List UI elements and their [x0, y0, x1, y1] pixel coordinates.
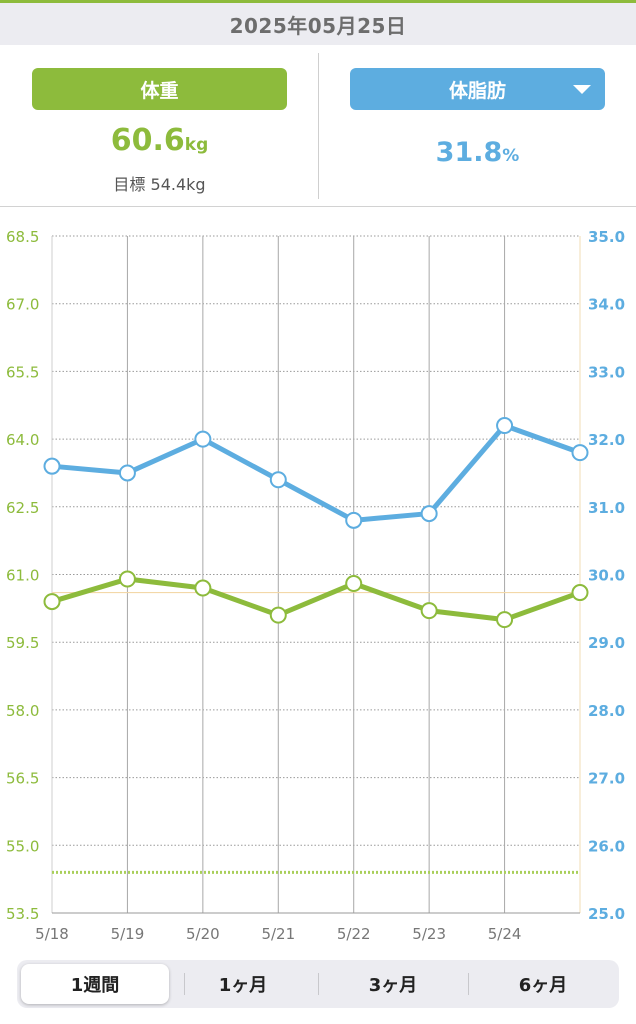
weight-button[interactable]: 体重 — [32, 68, 287, 110]
body-fat-data-point[interactable] — [269, 471, 287, 489]
weight-number: 60.6 — [110, 123, 185, 158]
left-tick-label: 55.0 — [6, 837, 39, 855]
body-fat-data-point[interactable] — [194, 430, 212, 448]
left-tick-label: 58.0 — [6, 702, 39, 720]
stats-divider — [318, 53, 319, 199]
tab-label: 6ヶ月 — [518, 975, 568, 996]
weight-data-point[interactable] — [345, 575, 363, 593]
x-tick-label: 5/20 — [186, 925, 220, 943]
stats-panel: 体重 60.6kg 目標 54.4kg 体脂肪 31.8% — [0, 45, 636, 207]
right-tick-label: 34.0 — [588, 296, 625, 314]
body-fat-series-line — [49, 423, 583, 523]
left-tick-label: 64.0 — [6, 431, 39, 449]
date-header: 2025年05月25日 — [0, 3, 636, 45]
body-fat-data-point[interactable] — [420, 505, 438, 523]
tab-separator — [468, 973, 469, 995]
weight-unit: kg — [184, 135, 209, 155]
body-fat-data-point[interactable] — [345, 511, 363, 529]
x-tick-label: 5/24 — [488, 925, 522, 943]
weight-bodyfat-chart[interactable]: 53.5 55.0 56.5 58.0 59.5 61.0 62.5 64.0 65.5 67.0… — [0, 207, 636, 952]
goal-weight: 目標 54.4kg — [113, 175, 206, 194]
body-fat-value: 31.8% — [350, 137, 605, 168]
right-tick-label: 33.0 — [588, 363, 625, 381]
left-tick-label: 65.5 — [6, 363, 39, 381]
x-tick-label: 5/22 — [337, 925, 371, 943]
weight-button-label: 体重 — [140, 79, 179, 102]
tab-6-month[interactable]: 6ヶ月 — [469, 964, 617, 1004]
tab-1-week[interactable]: 1週間 — [21, 964, 169, 1004]
body-fat-data-point[interactable] — [496, 417, 514, 435]
right-tick-label: 25.0 — [588, 905, 625, 923]
body-fat-unit: % — [502, 146, 520, 166]
tab-3-month[interactable]: 3ヶ月 — [319, 964, 467, 1004]
left-tick-label: 56.5 — [6, 770, 39, 788]
body-fat-data-point[interactable] — [118, 464, 136, 482]
left-tick-label: 53.5 — [6, 905, 39, 923]
left-tick-label: 67.0 — [6, 296, 39, 314]
dropdown-caret-icon — [573, 85, 591, 94]
body-fat-data-point[interactable] — [43, 457, 61, 475]
x-tick-label: 5/18 — [35, 925, 69, 943]
tab-label: 1週間 — [70, 975, 120, 996]
weight-data-point[interactable] — [420, 602, 438, 620]
right-tick-label: 32.0 — [588, 431, 625, 449]
period-tabs: 1週間 1ヶ月 3ヶ月 6ヶ月 — [17, 960, 619, 1008]
weight-data-point[interactable] — [194, 579, 212, 597]
weight-series-line — [49, 576, 583, 623]
tab-separator — [318, 973, 319, 995]
weight-value: 60.6kg — [32, 123, 287, 158]
left-tick-label: 59.5 — [6, 634, 39, 652]
date-label: 2025年05月25日 — [229, 13, 407, 38]
right-tick-label: 30.0 — [588, 567, 625, 585]
x-tick-label: 5/21 — [261, 925, 295, 943]
tab-separator — [184, 973, 185, 995]
right-tick-label: 31.0 — [588, 499, 625, 517]
tab-label: 3ヶ月 — [368, 975, 418, 996]
body-fat-button-label: 体脂肪 — [448, 79, 506, 102]
right-tick-label: 27.0 — [588, 770, 625, 788]
weight-data-point[interactable] — [118, 570, 136, 588]
weight-data-point[interactable] — [269, 606, 287, 624]
weight-data-point[interactable] — [496, 611, 514, 629]
top-accent-bar — [0, 0, 636, 3]
right-tick-label: 28.0 — [588, 702, 625, 720]
right-tick-label: 35.0 — [588, 228, 625, 246]
tab-label: 1ヶ月 — [218, 975, 268, 996]
right-tick-label: 29.0 — [588, 634, 625, 652]
right-tick-label: 26.0 — [588, 837, 625, 855]
x-tick-label: 5/23 — [412, 925, 446, 943]
weight-data-point[interactable] — [43, 593, 61, 611]
left-tick-label: 68.5 — [6, 228, 39, 246]
body-fat-data-point[interactable] — [571, 444, 589, 462]
tab-1-month[interactable]: 1ヶ月 — [169, 964, 317, 1004]
left-tick-label: 62.5 — [6, 499, 39, 517]
x-tick-label: 5/19 — [111, 925, 145, 943]
body-fat-number: 31.8 — [435, 137, 503, 168]
weight-data-point[interactable] — [571, 584, 589, 602]
left-tick-label: 61.0 — [6, 567, 39, 585]
body-fat-dropdown[interactable]: 体脂肪 — [350, 68, 605, 110]
